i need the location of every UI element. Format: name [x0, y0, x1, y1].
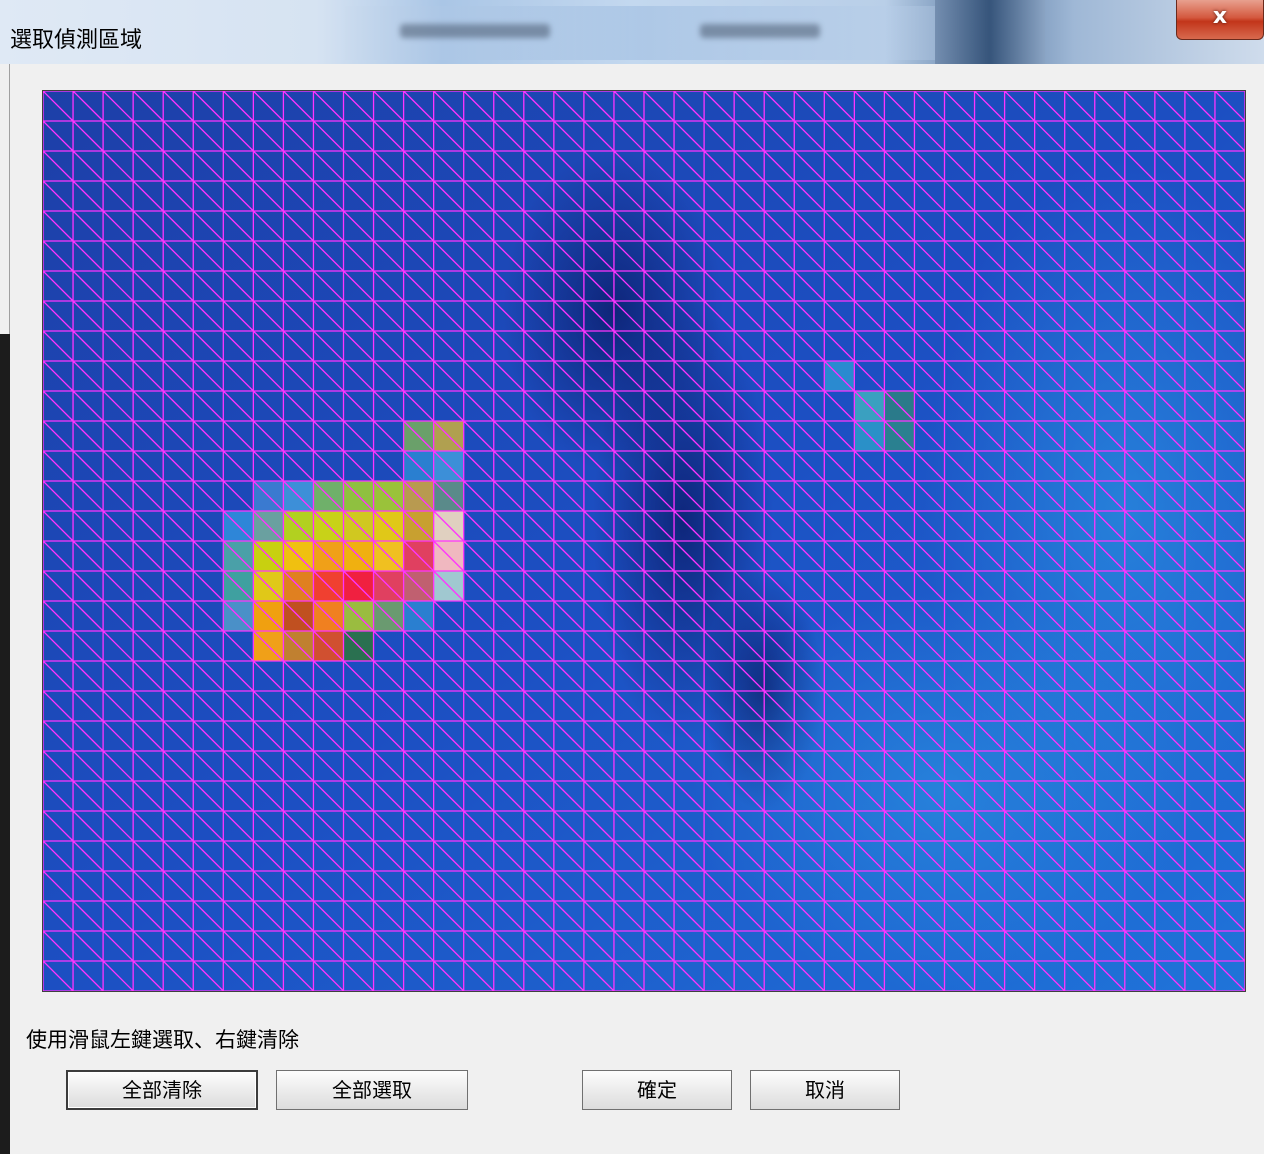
title-bar-background: [935, 0, 1045, 64]
clear-all-button[interactable]: 全部清除: [66, 1070, 258, 1110]
instruction-text: 使用滑鼠左鍵選取、右鍵清除: [26, 1028, 299, 1052]
title-bar: 選取偵測區域 x: [0, 0, 1264, 64]
background-strip: [0, 334, 10, 1154]
thermal-grid-canvas[interactable]: [43, 91, 1245, 991]
cancel-button[interactable]: 取消: [750, 1070, 900, 1110]
blurred-background-text: [400, 24, 550, 38]
window-title: 選取偵測區域: [10, 28, 143, 53]
window-left-frame: [0, 64, 10, 1154]
select-all-button[interactable]: 全部選取: [276, 1070, 468, 1110]
ok-button[interactable]: 確定: [582, 1070, 732, 1110]
thermal-image-grid[interactable]: [42, 90, 1246, 992]
close-button[interactable]: x: [1176, 0, 1264, 40]
selection-grid-lines: [43, 91, 1245, 991]
blurred-background-text: [700, 24, 820, 38]
close-icon: x: [1212, 4, 1228, 29]
